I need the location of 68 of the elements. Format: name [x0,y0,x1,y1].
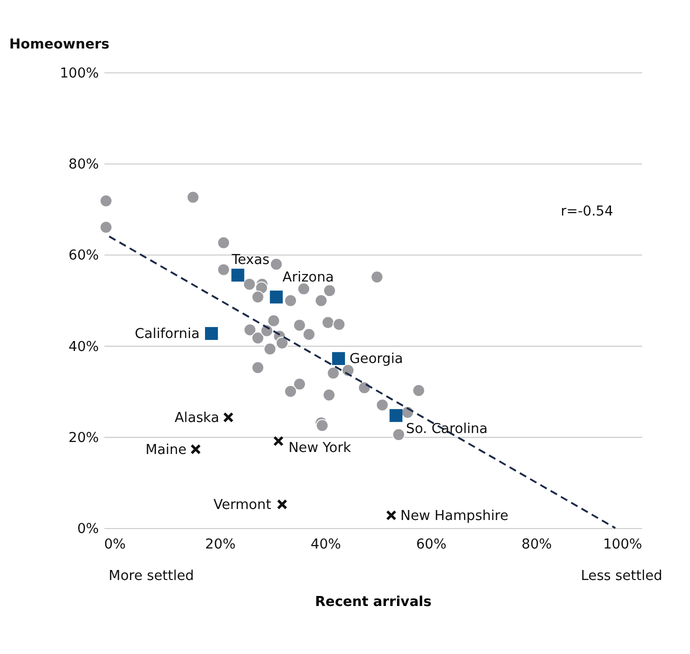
y-tick-label: 60% [68,248,99,264]
point [332,318,346,331]
x-tick-label: 40% [310,536,341,553]
annotation: So. Carolina [406,420,488,437]
point [322,316,334,329]
point [332,352,345,365]
text: More settled [108,568,194,584]
annotation: New York [288,440,352,456]
point [273,436,284,446]
annotation: Texas [230,252,270,268]
annotation: Vermont [213,496,272,513]
point [276,336,289,350]
x-tick-label: 0% [104,536,126,553]
annotation: Maine [146,442,187,458]
x-tick-label: 20% [205,536,236,553]
point [297,282,310,296]
point [186,190,200,204]
point [284,384,297,398]
x-tick-label: 80% [522,536,552,553]
y-tick-label: 20% [68,430,99,446]
annotation: Georgia [349,351,404,368]
point [293,318,306,332]
point [267,314,280,328]
point [323,284,336,298]
point [314,294,328,308]
point [251,361,264,374]
point [264,342,276,356]
point [251,290,264,304]
y-tick-label: 0% [77,521,99,538]
point [205,327,218,340]
point [243,278,256,291]
point [386,510,396,521]
point [326,366,340,380]
annotation: New Hampshire [400,508,508,524]
point [270,290,283,304]
y-tick-label: 40% [68,338,99,355]
point [217,263,230,276]
point [322,388,336,402]
point [316,419,329,432]
annotation: Alaska [174,410,220,426]
point [293,378,306,390]
point [370,270,384,284]
point [270,258,283,271]
point [412,384,426,397]
point [100,194,112,208]
point [302,328,316,341]
annotation: California [134,326,200,342]
x-tick-label: 60% [416,536,446,553]
point [284,294,297,308]
point [390,409,402,422]
point [251,332,264,344]
point [190,444,201,454]
point [231,268,244,282]
point [376,398,389,412]
point [223,412,234,423]
x-tick-label: 100% [603,536,642,553]
point [100,220,112,234]
point [276,499,288,510]
x-axis-title: Recent arrivals [315,594,432,610]
text: Less settled [580,568,662,584]
point [392,428,406,442]
chart-title: Homeowners [9,36,110,53]
annotation: Arizona [282,270,334,286]
y-tick-label: 100% [60,65,99,82]
point [244,323,256,336]
point [217,236,230,250]
y-tick-label: 80% [68,156,99,172]
annotation: r=-0.54 [560,203,614,220]
